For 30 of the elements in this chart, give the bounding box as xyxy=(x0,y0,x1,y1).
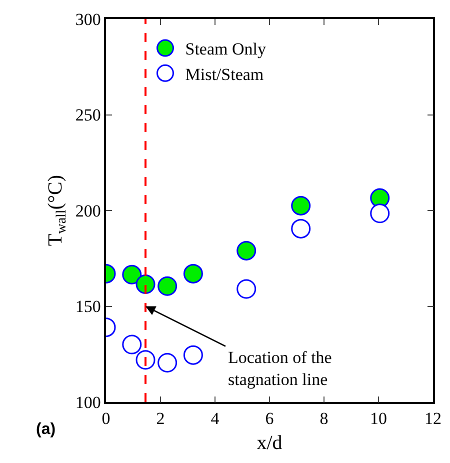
point xyxy=(158,352,178,372)
x-tick-label: 0 xyxy=(102,409,110,428)
x-tick-label: 2 xyxy=(156,409,165,428)
point xyxy=(122,334,142,354)
point xyxy=(183,264,203,284)
y-tick-label: 100 xyxy=(75,392,101,412)
x-tick-label: 10 xyxy=(370,409,387,428)
y-tick-label: 200 xyxy=(75,201,101,220)
point xyxy=(136,274,156,294)
x-tick-label: 8 xyxy=(320,409,328,428)
y-tick-label: 300 xyxy=(75,10,101,29)
point xyxy=(291,196,311,216)
x-tick-label: 12 xyxy=(424,409,442,428)
annotation: Location of the stagnation line xyxy=(228,348,332,390)
point xyxy=(236,279,256,299)
y-tick-label: 250 xyxy=(75,106,101,125)
legend-label: Mist/Steam xyxy=(185,64,264,84)
point xyxy=(122,264,142,284)
x-tick-label: 6 xyxy=(265,409,274,428)
point xyxy=(236,240,256,260)
text: (a) xyxy=(36,421,56,438)
x-tick-label: 4 xyxy=(210,409,220,428)
point xyxy=(136,350,156,370)
point xyxy=(370,204,390,224)
x-axis-title: x/d xyxy=(256,432,282,454)
y-tick-label: 150 xyxy=(75,297,101,316)
point xyxy=(158,276,178,296)
legend-label: Steam Only xyxy=(185,40,266,59)
point xyxy=(291,218,311,238)
point xyxy=(183,345,203,365)
